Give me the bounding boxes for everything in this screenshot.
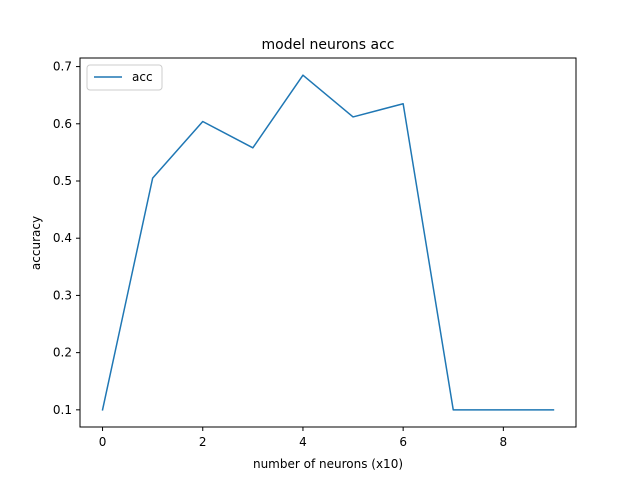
plot-frame xyxy=(80,58,576,427)
x-tick-label: 0 xyxy=(99,435,107,449)
x-tick-label: 8 xyxy=(500,435,508,449)
x-axis-label: number of neurons (x10) xyxy=(253,457,403,471)
chart-title: model neurons acc xyxy=(261,37,394,53)
y-tick-label: 0.4 xyxy=(53,231,72,245)
y-tick-label: 0.7 xyxy=(53,60,72,74)
y-tick-label: 0.6 xyxy=(53,117,72,131)
y-tick-label: 0.2 xyxy=(53,346,72,360)
legend: acc xyxy=(87,65,162,90)
y-axis-label: accuracy xyxy=(29,216,43,270)
y-tick-label: 0.1 xyxy=(53,403,72,417)
x-tick-label: 6 xyxy=(399,435,407,449)
x-tick-label: 2 xyxy=(199,435,207,449)
y-tick-label: 0.3 xyxy=(53,288,72,302)
plot-area xyxy=(80,58,576,427)
x-tick-label: 4 xyxy=(299,435,307,449)
legend-label-acc: acc xyxy=(132,70,153,84)
y-tick-label: 0.5 xyxy=(53,174,72,188)
